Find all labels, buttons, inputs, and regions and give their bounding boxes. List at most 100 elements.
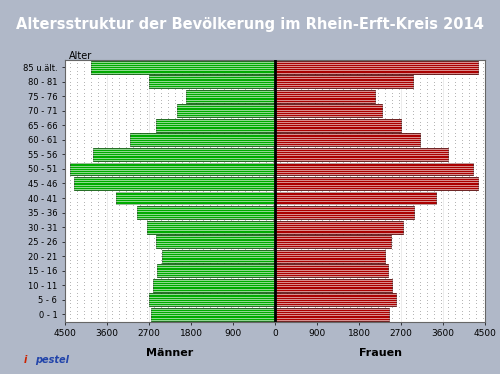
Point	[310, 202, 318, 208]
Point	[304, 111, 312, 117]
Point	[416, 79, 424, 85]
Point	[450, 300, 458, 306]
Point	[304, 184, 312, 190]
Point	[318, 297, 326, 303]
Point	[206, 71, 214, 77]
Point	[170, 304, 178, 310]
Point	[248, 272, 256, 278]
Point	[108, 206, 116, 212]
Point	[86, 195, 94, 201]
Point	[458, 126, 466, 132]
Point	[380, 162, 388, 168]
Point	[478, 155, 486, 161]
Point	[178, 213, 186, 219]
Point	[262, 82, 270, 88]
Point	[416, 297, 424, 303]
Point	[380, 184, 388, 190]
Point	[248, 239, 256, 245]
Point	[136, 162, 143, 168]
Point	[248, 308, 256, 314]
Point	[248, 122, 256, 128]
Point	[170, 272, 178, 278]
Point	[268, 93, 276, 99]
Point	[394, 209, 402, 215]
Point	[388, 90, 396, 96]
Point	[276, 169, 283, 175]
Point	[254, 151, 262, 157]
Point	[128, 239, 136, 245]
Point	[436, 144, 444, 150]
Point	[408, 188, 416, 194]
Point	[248, 253, 256, 259]
Point	[458, 217, 466, 223]
Point	[240, 224, 248, 230]
Point	[262, 213, 270, 219]
Point	[184, 279, 192, 285]
Point	[150, 308, 158, 314]
Point	[304, 213, 312, 219]
Point	[422, 144, 430, 150]
Point	[380, 297, 388, 303]
Point	[94, 97, 102, 103]
Point	[296, 68, 304, 74]
Point	[394, 239, 402, 245]
Point	[254, 224, 262, 230]
Point	[430, 242, 438, 248]
Point	[408, 148, 416, 154]
Point	[156, 166, 164, 172]
Point	[254, 221, 262, 227]
Point	[72, 169, 80, 175]
Point	[332, 242, 340, 248]
Point	[422, 257, 430, 263]
Point	[478, 315, 486, 321]
Point	[408, 151, 416, 157]
Point	[416, 148, 424, 154]
Point	[108, 111, 116, 117]
Point	[388, 93, 396, 99]
Point	[380, 79, 388, 85]
Point	[332, 246, 340, 252]
Point	[366, 213, 374, 219]
Point	[94, 232, 102, 237]
Point	[388, 108, 396, 114]
Point	[178, 144, 186, 150]
Point	[416, 53, 424, 59]
Point	[150, 181, 158, 187]
Point	[458, 57, 466, 63]
Point	[128, 97, 136, 103]
Point	[346, 239, 354, 245]
Point	[142, 57, 150, 63]
Point	[318, 93, 326, 99]
Point	[318, 97, 326, 103]
Point	[100, 213, 108, 219]
Point	[94, 64, 102, 70]
Point	[374, 57, 382, 63]
Point	[436, 217, 444, 223]
Point	[290, 297, 298, 303]
Point	[142, 119, 150, 125]
Point	[318, 289, 326, 295]
Point	[388, 61, 396, 67]
Point	[276, 304, 283, 310]
Point	[226, 242, 234, 248]
Point	[164, 293, 172, 299]
Point	[268, 86, 276, 92]
Point	[458, 272, 466, 278]
Point	[94, 264, 102, 270]
Point	[346, 188, 354, 194]
Point	[318, 169, 326, 175]
Point	[268, 108, 276, 114]
Point	[374, 148, 382, 154]
Point	[458, 232, 466, 237]
Point	[226, 101, 234, 107]
Point	[184, 297, 192, 303]
Point	[310, 304, 318, 310]
Point	[352, 79, 360, 85]
Point	[80, 115, 88, 121]
Point	[332, 93, 340, 99]
Point	[332, 282, 340, 288]
Point	[430, 312, 438, 318]
Point	[478, 82, 486, 88]
Point	[262, 68, 270, 74]
Point	[142, 235, 150, 241]
